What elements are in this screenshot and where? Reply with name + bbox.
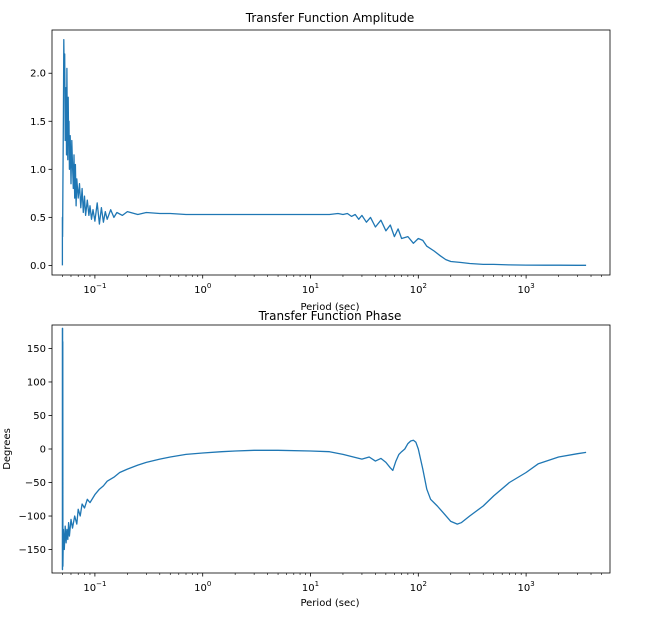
amplitude-ticks: 10−1 100 101 102 103 0.0 0.5 1.0 1.5 2.0: [30, 69, 602, 296]
phase-series-layer: [61, 327, 587, 571]
amplitude-y-tick-label: 1.0: [30, 165, 46, 176]
phase-y-tick-label: 100: [27, 377, 46, 388]
amplitude-title: Transfer Function Amplitude: [245, 11, 414, 25]
amplitude-series-layer: [61, 38, 587, 266]
amplitude-xlabel: Period (sec): [300, 302, 359, 313]
amplitude-series-line: [61, 38, 587, 266]
phase-y-tick-label: −150: [19, 545, 46, 556]
phase-y-tick-label: 50: [33, 411, 46, 422]
phase-panel: Transfer Function Phase 10−1 100 101 102 103…: [2, 309, 611, 609]
phase-y-tick-label: 150: [27, 344, 46, 355]
phase-title: Transfer Function Phase: [258, 309, 402, 323]
phase-axes-frame: [51, 324, 611, 574]
phase-x-tick-label: 10−1: [83, 580, 106, 594]
amplitude-axes-frame: [51, 29, 611, 276]
amplitude-x-tick-label: 10−1: [83, 282, 106, 296]
phase-series-line: [61, 327, 587, 571]
phase-ylabel: Degrees: [2, 428, 13, 470]
phase-y-tick-label: −100: [19, 512, 46, 523]
phase-y-tick-label: 0: [40, 445, 46, 456]
phase-xlabel: Period (sec): [300, 598, 359, 609]
amplitude-x-tick-label: 103: [518, 282, 535, 296]
amplitude-x-tick-label: 101: [302, 282, 319, 296]
phase-x-tick-label: 103: [518, 580, 535, 594]
amplitude-y-tick-label: 2.0: [30, 69, 46, 80]
amplitude-panel: Transfer Function Amplitude 10−1 100 101 10…: [30, 11, 611, 313]
amplitude-x-tick-label: 102: [410, 282, 427, 296]
amplitude-y-tick-label: 1.5: [30, 117, 46, 128]
phase-y-tick-label: −50: [25, 478, 46, 489]
phase-x-tick-label: 100: [194, 580, 211, 594]
amplitude-x-tick-label: 100: [194, 282, 211, 296]
amplitude-y-tick-label: 0.0: [30, 261, 46, 272]
amplitude-y-tick-label: 0.5: [30, 213, 46, 224]
phase-x-tick-label: 102: [410, 580, 427, 594]
phase-x-tick-label: 101: [302, 580, 319, 594]
phase-ticks: 10−1 100 101 102 103 −150 −100 −50 0 50 100 150: [19, 344, 602, 594]
